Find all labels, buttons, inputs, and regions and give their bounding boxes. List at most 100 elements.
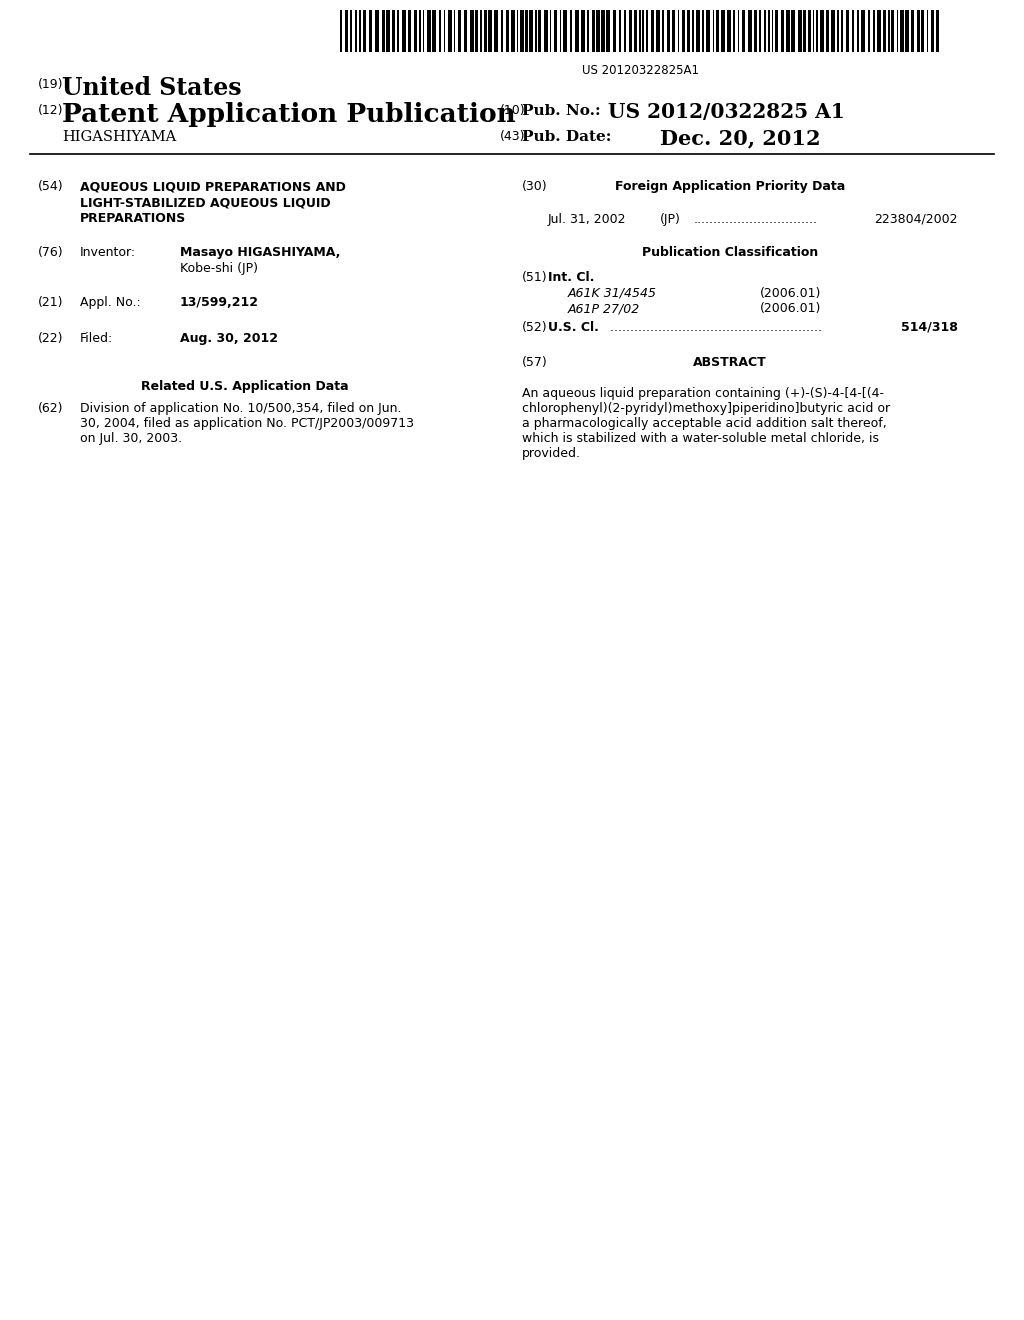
Bar <box>550 11 551 51</box>
Bar <box>812 11 814 51</box>
Text: provided.: provided. <box>522 447 581 459</box>
Text: Pub. Date:: Pub. Date: <box>522 129 611 144</box>
Bar <box>375 11 379 51</box>
Bar <box>470 11 473 51</box>
Bar <box>575 11 579 51</box>
Bar <box>701 11 703 51</box>
Bar <box>454 11 455 51</box>
Bar <box>612 11 616 51</box>
Text: on Jul. 30, 2003.: on Jul. 30, 2003. <box>80 432 182 445</box>
Bar <box>535 11 537 51</box>
Bar <box>910 11 914 51</box>
Text: (JP): (JP) <box>660 213 681 226</box>
Text: (76): (76) <box>38 246 63 259</box>
Bar <box>423 11 424 51</box>
Bar <box>852 11 854 51</box>
Bar <box>716 11 719 51</box>
Bar <box>682 11 685 51</box>
Bar <box>721 11 725 51</box>
Text: (54): (54) <box>38 180 63 193</box>
Bar <box>872 11 874 51</box>
Bar <box>483 11 486 51</box>
Text: A61P 27/02: A61P 27/02 <box>568 302 640 315</box>
Text: Related U.S. Application Data: Related U.S. Application Data <box>141 380 349 393</box>
Bar <box>449 11 452 51</box>
Text: ABSTRACT: ABSTRACT <box>693 356 767 370</box>
Bar <box>655 11 659 51</box>
Bar <box>816 11 818 51</box>
Bar <box>771 11 773 51</box>
Bar <box>861 11 864 51</box>
Text: PREPARATIONS: PREPARATIONS <box>80 213 186 224</box>
Bar <box>826 11 829 51</box>
Bar <box>581 11 585 51</box>
Bar <box>419 11 421 51</box>
Bar <box>672 11 675 51</box>
Text: Division of application No. 10/500,354, filed on Jun.: Division of application No. 10/500,354, … <box>80 403 401 414</box>
Text: 223804/2002: 223804/2002 <box>874 213 958 226</box>
Bar <box>355 11 356 51</box>
Bar <box>569 11 572 51</box>
Text: (43): (43) <box>500 129 525 143</box>
Bar <box>488 11 492 51</box>
Bar <box>443 11 445 51</box>
Text: (22): (22) <box>38 333 63 345</box>
Bar <box>340 11 341 51</box>
Text: Pub. No.:: Pub. No.: <box>522 104 601 117</box>
Text: (21): (21) <box>38 296 63 309</box>
Text: a pharmacologically acceptable acid addition salt thereof,: a pharmacologically acceptable acid addi… <box>522 417 887 430</box>
Bar <box>596 11 599 51</box>
Bar <box>741 11 744 51</box>
Bar <box>592 11 595 51</box>
Bar <box>408 11 411 51</box>
Bar <box>846 11 849 51</box>
Text: Kobe-shi (JP): Kobe-shi (JP) <box>180 261 258 275</box>
Bar <box>392 11 395 51</box>
Bar <box>662 11 664 51</box>
Text: United States: United States <box>62 77 242 100</box>
Bar <box>696 11 700 51</box>
Bar <box>678 11 679 51</box>
Bar <box>645 11 648 51</box>
Text: 514/318: 514/318 <box>901 321 958 334</box>
Text: ...............................: ............................... <box>694 213 818 226</box>
Bar <box>687 11 690 51</box>
Text: (12): (12) <box>38 104 63 117</box>
Text: .....................................................: ........................................… <box>606 321 822 334</box>
Bar <box>759 11 761 51</box>
Bar <box>650 11 653 51</box>
Text: (62): (62) <box>38 403 63 414</box>
Bar <box>713 11 714 51</box>
Bar <box>896 11 898 51</box>
Bar <box>905 11 908 51</box>
Text: Appl. No.:: Appl. No.: <box>80 296 140 309</box>
Bar <box>931 11 934 51</box>
Bar <box>916 11 920 51</box>
Text: (2006.01): (2006.01) <box>760 286 821 300</box>
Text: Dec. 20, 2012: Dec. 20, 2012 <box>660 128 820 148</box>
Bar <box>798 11 802 51</box>
Bar <box>831 11 835 51</box>
Text: Patent Application Publication: Patent Application Publication <box>62 102 516 127</box>
Bar <box>464 11 467 51</box>
Bar <box>501 11 503 51</box>
Bar <box>667 11 670 51</box>
Text: LIGHT-STABILIZED AQUEOUS LIQUID: LIGHT-STABILIZED AQUEOUS LIQUID <box>80 195 331 209</box>
Bar <box>837 11 839 51</box>
Bar <box>877 11 881 51</box>
Bar <box>639 11 640 51</box>
Text: Foreign Application Priority Data: Foreign Application Priority Data <box>614 180 845 193</box>
Bar <box>803 11 806 51</box>
Bar <box>427 11 430 51</box>
Bar <box>386 11 390 51</box>
Bar <box>629 11 632 51</box>
Bar <box>841 11 843 51</box>
Bar <box>511 11 514 51</box>
Bar <box>706 11 710 51</box>
Bar <box>475 11 477 51</box>
Text: (19): (19) <box>38 78 63 91</box>
Text: (30): (30) <box>522 180 548 193</box>
Bar <box>382 11 384 51</box>
Bar <box>888 11 890 51</box>
Bar <box>808 11 811 51</box>
